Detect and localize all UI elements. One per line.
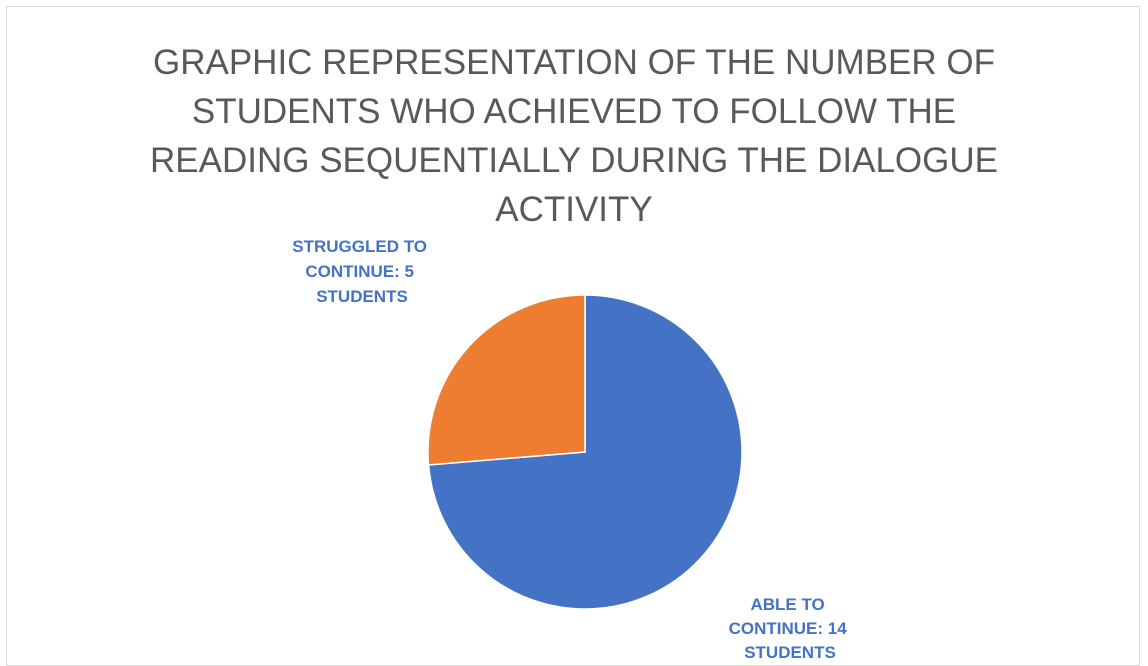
chart-title-line-1: GRAPHIC REPRESENTATION OF THE NUMBER OF	[152, 43, 996, 82]
slice-label-struggled-line-3: STUDENTS	[316, 287, 408, 306]
pie-slice-struggled-to-continue	[427, 294, 586, 466]
slice-label-able-line-3: STUDENTS	[744, 643, 836, 658]
slice-label-struggled-line-2: CONTINUE: 5	[305, 262, 414, 281]
chart-title-line-4: ACTIVITY	[495, 190, 653, 229]
slice-label-able-line-2: CONTINUE: 14	[729, 619, 848, 638]
slice-label-struggled-to-continue: STRUGGLED TO CONTINUE: 5 STUDENTS	[292, 237, 431, 306]
chart-title-line-3: READING SEQUENTIALLY DURING THE DIALOGUE	[150, 141, 998, 180]
slice-label-able-line-1: ABLE TO	[750, 595, 824, 614]
chart-title-line-2: STUDENTS WHO ACHIEVED TO FOLLOW THE	[191, 92, 957, 131]
chart-title: GRAPHIC REPRESENTATION OF THE NUMBER OF …	[0, 38, 1148, 234]
slice-label-able-to-continue: ABLE TO CONTINUE: 14 STUDENTS	[729, 595, 852, 658]
pie-slices	[427, 294, 743, 610]
slice-label-struggled-line-1: STRUGGLED TO	[292, 237, 427, 256]
